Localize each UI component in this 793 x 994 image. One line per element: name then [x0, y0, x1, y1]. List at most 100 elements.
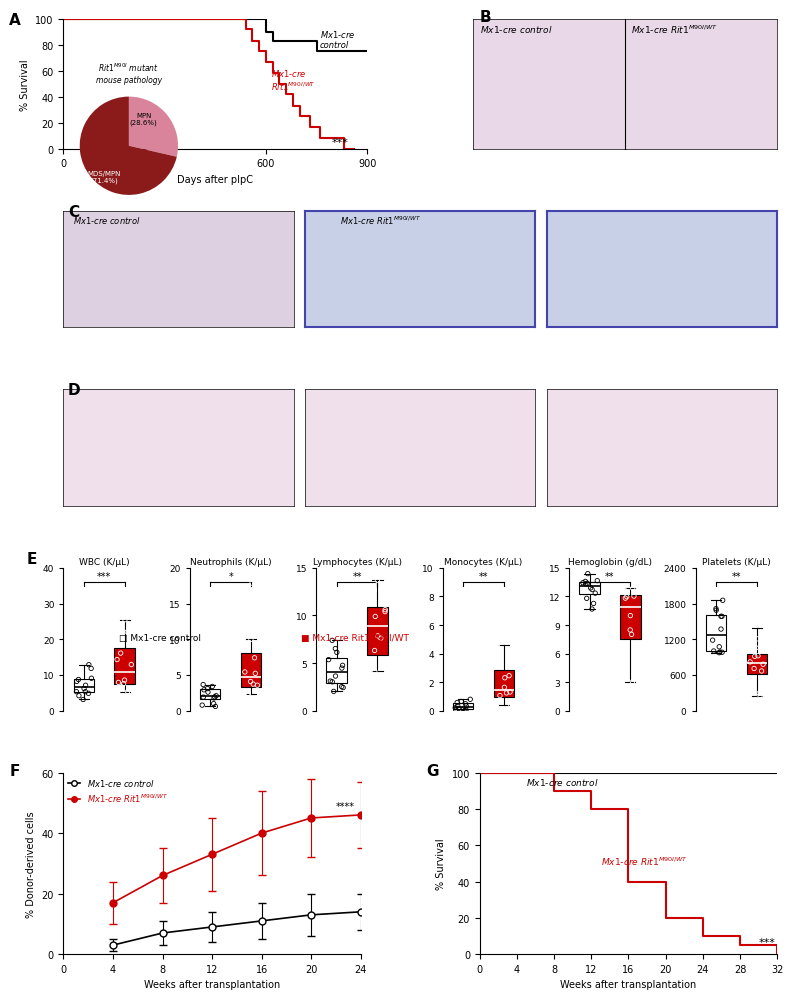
Point [368, 643, 381, 659]
Title: Platelets (K/μL): Platelets (K/μL) [702, 558, 771, 567]
Point [112, 684, 125, 700]
Point [251, 678, 264, 694]
Point [619, 583, 631, 599]
PathPatch shape [367, 607, 388, 655]
Title: Neutrophils (K/μL): Neutrophils (K/μL) [190, 558, 271, 567]
Point [451, 695, 464, 711]
Y-axis label: % Survival: % Survival [20, 59, 30, 110]
Point [71, 674, 83, 690]
Point [749, 649, 761, 665]
Point [242, 687, 255, 703]
Point [111, 652, 124, 668]
Point [201, 685, 214, 701]
Point [716, 645, 729, 661]
PathPatch shape [746, 654, 767, 675]
Point [450, 703, 462, 719]
PathPatch shape [580, 582, 600, 594]
PathPatch shape [453, 704, 473, 710]
Point [239, 664, 251, 680]
Point [121, 684, 134, 700]
Point [493, 688, 506, 704]
Point [460, 702, 473, 718]
Point [114, 645, 127, 661]
Point [625, 627, 638, 643]
Point [624, 608, 637, 624]
Title: Lymphocytes (K/μL): Lymphocytes (K/μL) [312, 558, 401, 567]
Title: Monocytes (K/μL): Monocytes (K/μL) [444, 558, 523, 567]
Point [629, 670, 642, 686]
Point [77, 692, 90, 708]
Text: *: * [228, 572, 233, 581]
Point [369, 609, 381, 625]
Text: $Mx1$-cre control: $Mx1$-cre control [480, 24, 552, 35]
Point [581, 576, 594, 591]
Point [331, 645, 343, 661]
Point [710, 601, 722, 617]
Point [326, 633, 339, 649]
Text: **: ** [352, 572, 362, 581]
Text: G: G [427, 763, 439, 778]
Point [624, 622, 637, 638]
Point [626, 674, 639, 690]
Point [207, 696, 220, 712]
Point [368, 583, 381, 599]
Point [125, 657, 138, 673]
Text: A: A [9, 13, 21, 29]
Point [208, 690, 220, 706]
Point [329, 641, 342, 657]
Text: □ Mx1-cre control: □ Mx1-cre control [119, 633, 201, 643]
Point [85, 661, 98, 677]
Point [337, 680, 350, 696]
Point [499, 670, 511, 686]
Point [82, 657, 95, 673]
Point [324, 673, 337, 689]
Point [367, 593, 380, 609]
Y-axis label: % Survival: % Survival [436, 838, 446, 890]
Point [716, 592, 729, 608]
Text: ****: **** [336, 801, 355, 811]
Legend: $Mx1$-cre control, $Mx1$-cre $Rit1^{M90I/WT}$: $Mx1$-cre control, $Mx1$-cre $Rit1^{M90I… [67, 777, 168, 804]
PathPatch shape [74, 680, 94, 693]
Point [118, 672, 131, 688]
Text: ***: *** [331, 137, 349, 148]
Point [714, 621, 727, 637]
Point [197, 682, 210, 698]
Point [591, 574, 603, 589]
Point [504, 647, 517, 663]
Text: $Mx1$-cre
$Rit1^{M90I/WT}$: $Mx1$-cre $Rit1^{M90I/WT}$ [271, 68, 316, 93]
Point [248, 650, 261, 666]
Text: MPN
(28.6%): MPN (28.6%) [130, 113, 158, 126]
PathPatch shape [200, 690, 220, 700]
Point [707, 643, 720, 659]
Point [379, 602, 392, 618]
Point [714, 644, 726, 660]
Point [115, 679, 128, 695]
Text: $Mx1$-cre
control: $Mx1$-cre control [320, 29, 355, 51]
Point [627, 588, 640, 604]
PathPatch shape [114, 648, 135, 685]
Point [755, 676, 768, 692]
Point [744, 654, 757, 670]
Text: **: ** [605, 572, 615, 581]
Text: ***: *** [97, 572, 111, 581]
Point [504, 697, 517, 713]
Point [750, 640, 763, 656]
Point [458, 703, 471, 719]
Point [335, 679, 348, 695]
Point [119, 612, 132, 628]
Point [587, 595, 600, 611]
Point [196, 698, 209, 714]
Text: D: D [68, 383, 81, 398]
Point [751, 631, 764, 647]
Point [715, 608, 728, 624]
Text: B: B [480, 10, 491, 25]
Point [379, 604, 392, 620]
Y-axis label: % Donor-derived cells: % Donor-derived cells [26, 810, 36, 916]
Point [248, 683, 261, 699]
Point [493, 600, 506, 616]
Point [78, 681, 90, 697]
Point [335, 660, 348, 676]
Point [449, 700, 462, 716]
Text: E: E [27, 552, 37, 567]
Point [586, 601, 599, 617]
